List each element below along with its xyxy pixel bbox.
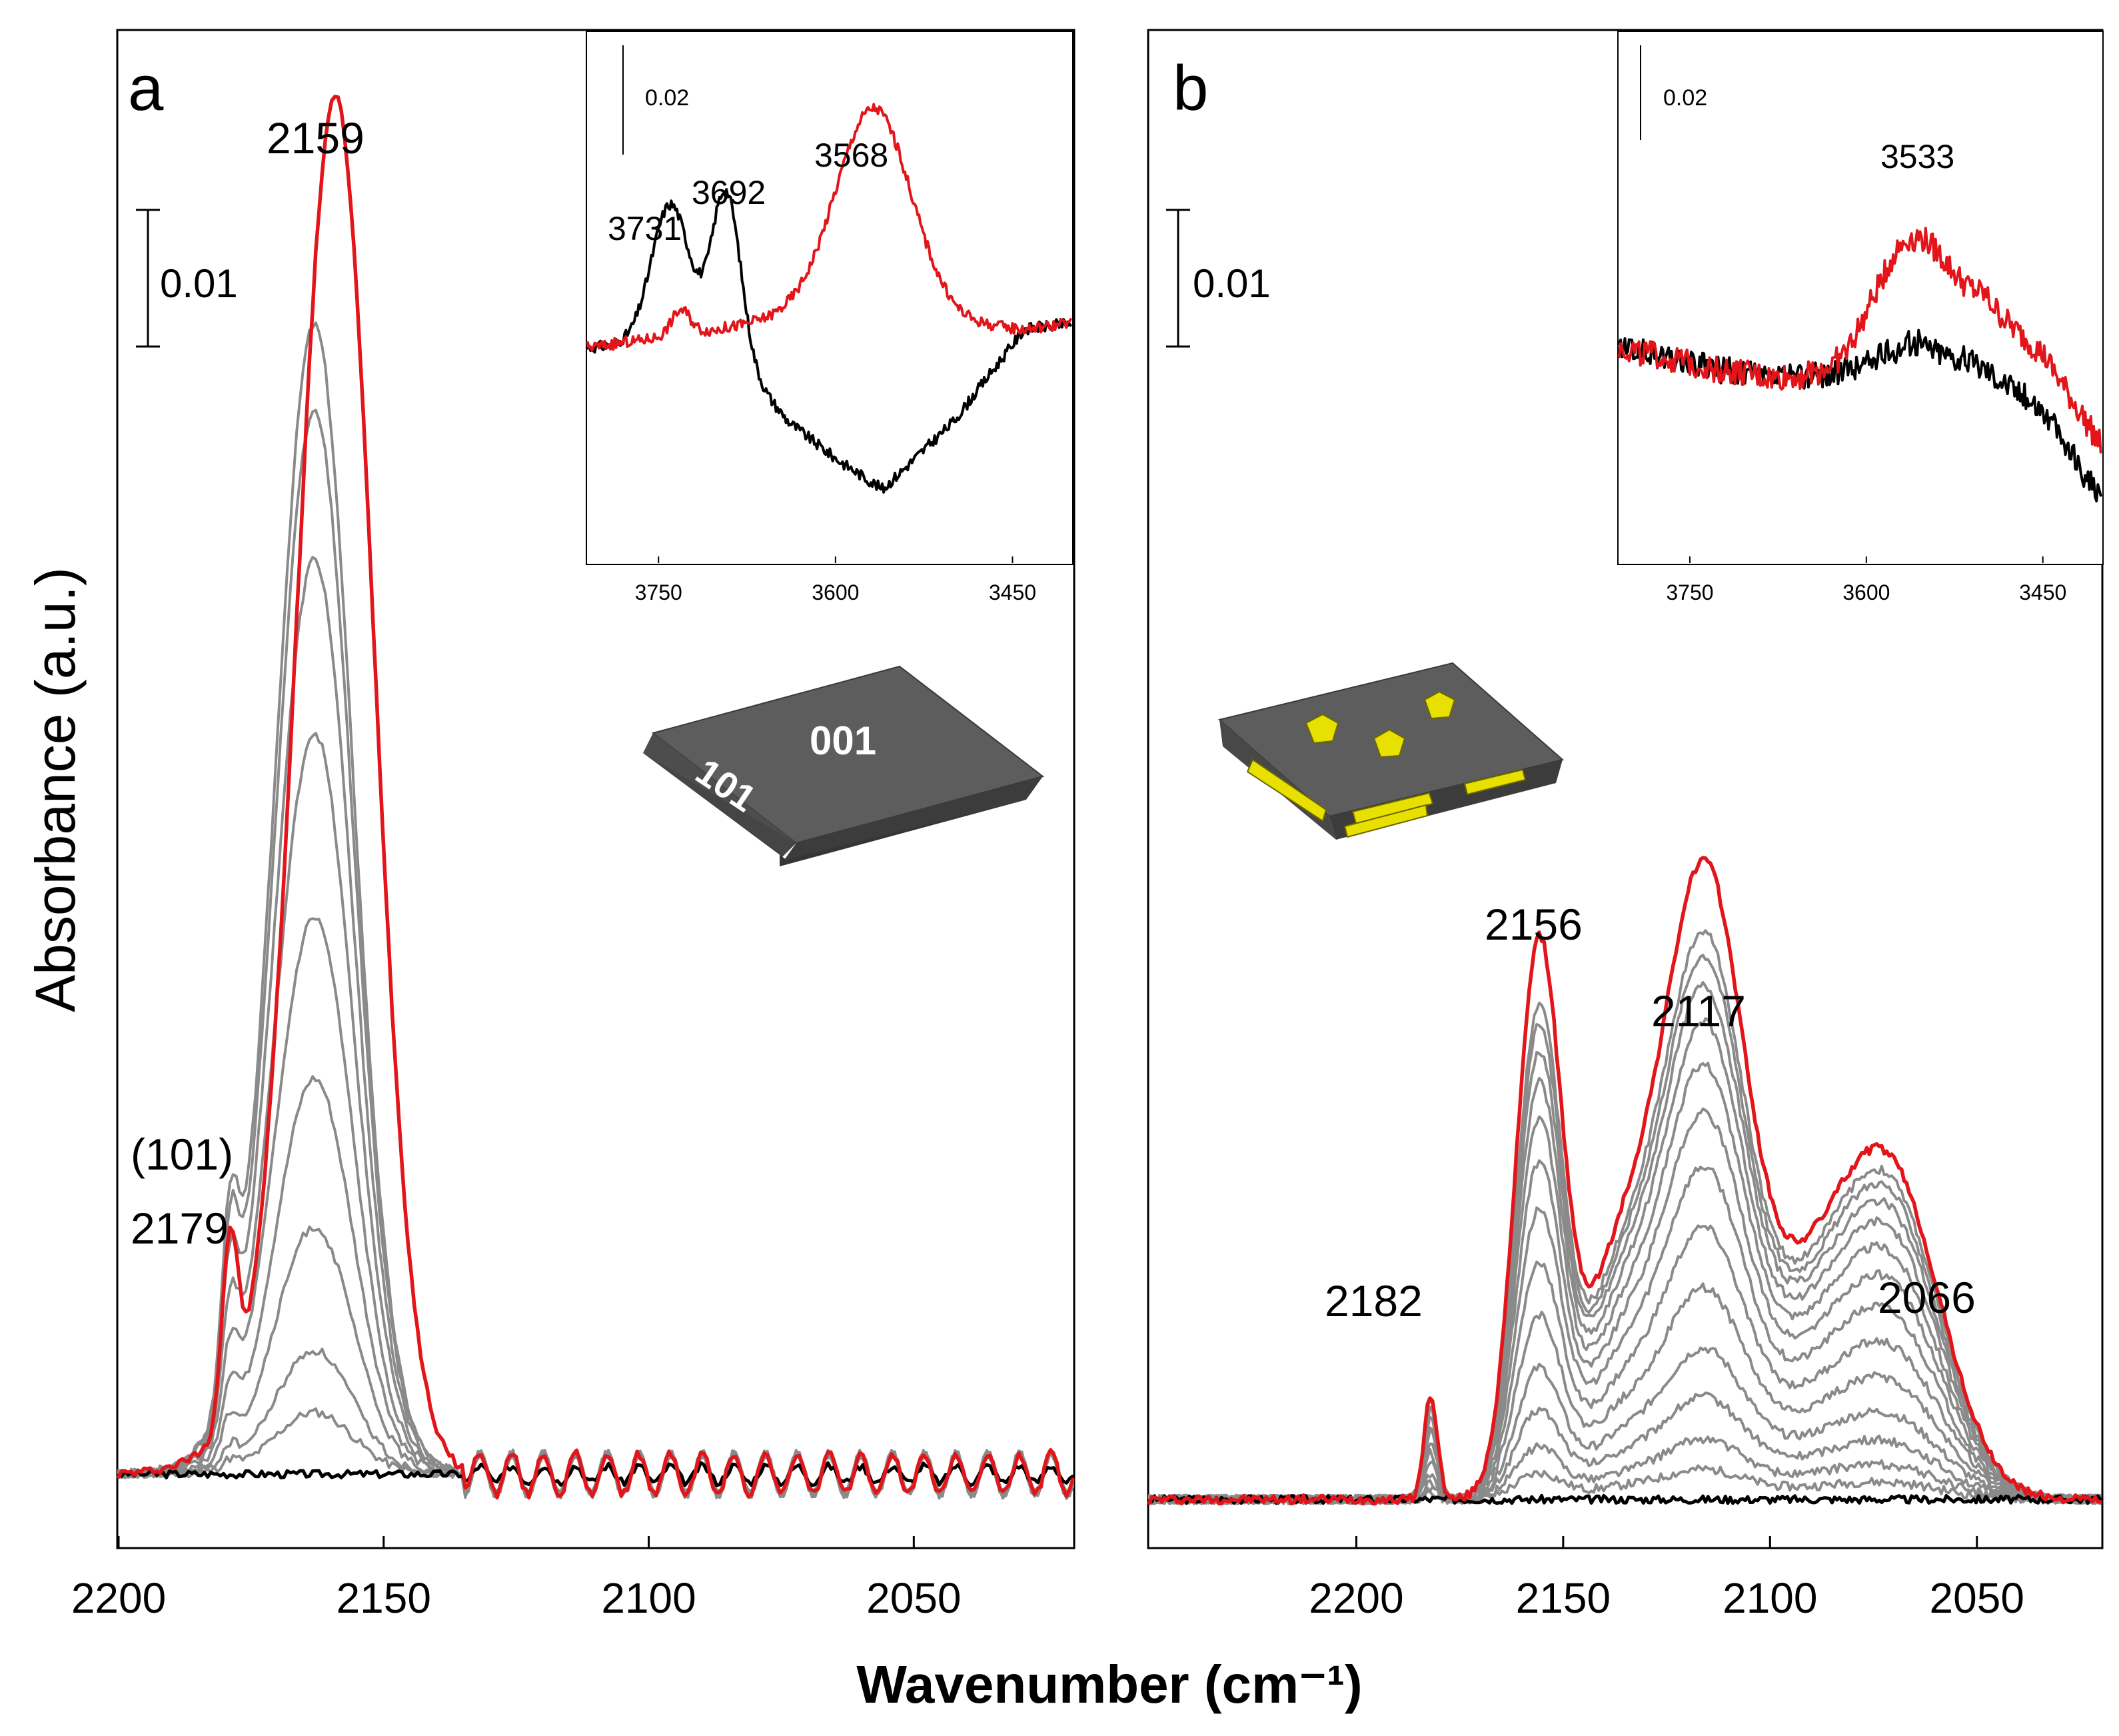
panel-a-inset: 3750 3600 3450 0.02 3731 3692 3568 bbox=[586, 31, 1073, 604]
y-axis-title: Absorbance (a.u.) bbox=[24, 567, 87, 1012]
x-tick-label-2200: 2200 bbox=[1309, 1574, 1403, 1622]
x-tick-label-2200: 2200 bbox=[71, 1574, 166, 1622]
inset-red-curve bbox=[586, 103, 1072, 352]
inset-black-curve bbox=[586, 188, 1072, 494]
x-tick-label-2100: 2100 bbox=[601, 1574, 696, 1622]
panel-a-scale-label: 0.01 bbox=[160, 261, 238, 306]
inset-x-tick-label-3450: 3450 bbox=[989, 580, 1036, 604]
red-max-curve bbox=[1147, 856, 2102, 1506]
panel-a-inset-scale-bar: 0.02 bbox=[622, 45, 689, 155]
peak-label-2182: 2182 bbox=[1325, 1276, 1423, 1325]
panel-b-inset-x-axis: 3750 3600 3450 bbox=[1666, 556, 2066, 604]
panel-a-inset-x-axis: 3750 3600 3450 bbox=[635, 556, 1036, 604]
facet-label-001: 001 bbox=[810, 718, 876, 763]
panel-b-inset-frame bbox=[1617, 31, 2104, 565]
gray-curve-4 bbox=[117, 1075, 1074, 1500]
crystal-illustration-a: 001 101 bbox=[643, 665, 1045, 866]
inset-peak-label-3568: 3568 bbox=[814, 137, 888, 174]
panel-a-letter: a bbox=[128, 53, 164, 124]
panel-b-scale-bar: 0.01 bbox=[1166, 209, 1271, 348]
gray-curve-12 bbox=[1148, 954, 2102, 1505]
gray-curve-10 bbox=[1148, 1017, 2102, 1505]
panel-b-frame bbox=[1147, 29, 2104, 1549]
panel-a-x-axis: 2200 2150 2100 2050 bbox=[71, 1536, 962, 1622]
panel-b-inset-scale-bar: 0.02 bbox=[1640, 45, 1707, 140]
inset-x-tick-label-3450: 3450 bbox=[2019, 580, 2066, 604]
panel-b-series bbox=[1147, 856, 2102, 1506]
panel-b-inset: 3750 3600 3450 0.02 3533 bbox=[1617, 31, 2104, 604]
panel-b: 2200 2150 2100 2050 b 0.01 2156 2117 2182 2… bbox=[1147, 29, 2104, 1622]
panel-a: 2200 2150 2100 2050 a 0.01 2159 (101) 2179 … bbox=[71, 29, 1075, 1622]
panel-a-inset-scale-label: 0.02 bbox=[645, 85, 689, 111]
panel-a-inset-series bbox=[586, 103, 1072, 494]
peak-label-2117: 2117 bbox=[1651, 986, 1746, 1036]
panel-b-letter: b bbox=[1173, 53, 1208, 124]
panel-a-scale-bar: 0.01 bbox=[136, 209, 238, 348]
gray-curve-8 bbox=[117, 409, 1074, 1499]
x-tick-label-2150: 2150 bbox=[1516, 1574, 1611, 1622]
inset-x-tick-label-3750: 3750 bbox=[1666, 580, 1713, 604]
x-tick-label-2100: 2100 bbox=[1723, 1574, 1817, 1622]
red-max-curve bbox=[117, 95, 1075, 1500]
inset-red-curve bbox=[1618, 227, 2102, 454]
inset-x-tick-label-3600: 3600 bbox=[1842, 580, 1890, 604]
panel-a-series bbox=[117, 95, 1075, 1500]
peak-label-2156: 2156 bbox=[1485, 900, 1583, 949]
panel-b-inset-scale-label: 0.02 bbox=[1663, 85, 1707, 111]
x-axis-title: Wavenumber (cm⁻¹) bbox=[856, 1655, 1362, 1714]
edge-cluster-rows bbox=[1246, 758, 1527, 838]
peak-label-2159: 2159 bbox=[267, 113, 364, 163]
inset-x-tick-label-3600: 3600 bbox=[812, 580, 859, 604]
inset-peak-label-3533: 3533 bbox=[1880, 138, 1954, 175]
peak-label-2179: 2179 bbox=[131, 1204, 229, 1253]
peak-label-2066: 2066 bbox=[1878, 1273, 1976, 1322]
panel-b-inset-series bbox=[1618, 227, 2102, 502]
crystal-illustration-b bbox=[1217, 662, 1565, 840]
panel-a-inset-frame bbox=[586, 31, 1073, 565]
gray-curve-13 bbox=[1148, 929, 2102, 1505]
panel-b-scale-label: 0.01 bbox=[1193, 261, 1271, 306]
x-tick-label-2050: 2050 bbox=[866, 1574, 961, 1622]
gray-curve-6 bbox=[117, 732, 1074, 1500]
inset-peak-label-3731: 3731 bbox=[608, 210, 682, 247]
x-tick-label-2150: 2150 bbox=[337, 1574, 431, 1622]
x-tick-label-2050: 2050 bbox=[1930, 1574, 2024, 1622]
cluster-icons bbox=[1305, 690, 1456, 758]
panel-b-x-axis: 2200 2150 2100 2050 bbox=[1309, 1536, 2024, 1622]
inset-black-curve bbox=[1618, 329, 2102, 502]
inset-x-tick-label-3750: 3750 bbox=[635, 580, 682, 604]
peak-label-101-facet: (101) bbox=[131, 1130, 233, 1179]
inset-peak-label-3692: 3692 bbox=[692, 174, 766, 211]
panel-a-frame bbox=[116, 29, 1075, 1549]
